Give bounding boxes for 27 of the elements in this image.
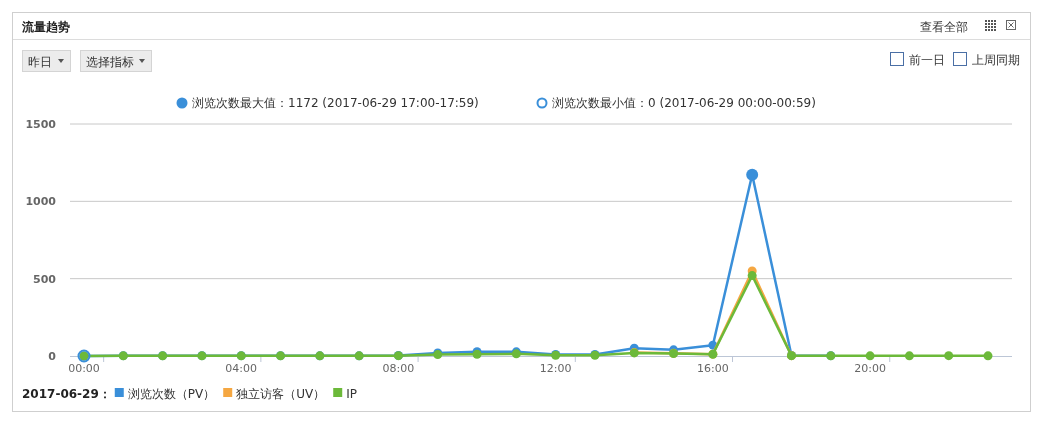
y-tick-label: 0 bbox=[48, 350, 57, 363]
x-tick-label: 20:00 bbox=[854, 362, 886, 375]
x-tick-label: 04:00 bbox=[225, 362, 258, 375]
chart-title: 流量趋势 bbox=[21, 20, 70, 34]
point bbox=[865, 351, 875, 361]
legend-label: IP bbox=[346, 387, 357, 401]
text: 浏览次数最小值：0 (2017-06-29 00:00-00:59) bbox=[552, 96, 816, 110]
legend-title: 2017-06-29： bbox=[22, 387, 111, 401]
y-tick-label: 500 bbox=[33, 272, 57, 286]
legend-label: 浏览次数（PV） bbox=[127, 387, 216, 401]
point bbox=[904, 351, 914, 361]
text: 选择指标 bbox=[86, 55, 134, 69]
text: 查看全部 bbox=[920, 20, 968, 34]
x-tick-label: 16:00 bbox=[697, 362, 729, 375]
y-tick-label: 1000 bbox=[25, 195, 57, 209]
y-tick-label: 1500 bbox=[25, 118, 57, 131]
text: 昨日 bbox=[28, 55, 52, 69]
text: 前一日 bbox=[909, 53, 945, 67]
x-tick-label: 00:00 bbox=[68, 362, 100, 375]
text: 上周同期 bbox=[972, 53, 1020, 67]
legend-label: 独立访客（UV） bbox=[236, 387, 326, 401]
point bbox=[983, 351, 993, 361]
point bbox=[944, 351, 954, 361]
x-tick-label: 08:00 bbox=[382, 362, 415, 375]
point bbox=[747, 271, 757, 281]
text: 浏览次数最大值：1172 (2017-06-29 17:00-17:59) bbox=[192, 96, 479, 110]
x-tick-label: 12:00 bbox=[539, 362, 572, 375]
